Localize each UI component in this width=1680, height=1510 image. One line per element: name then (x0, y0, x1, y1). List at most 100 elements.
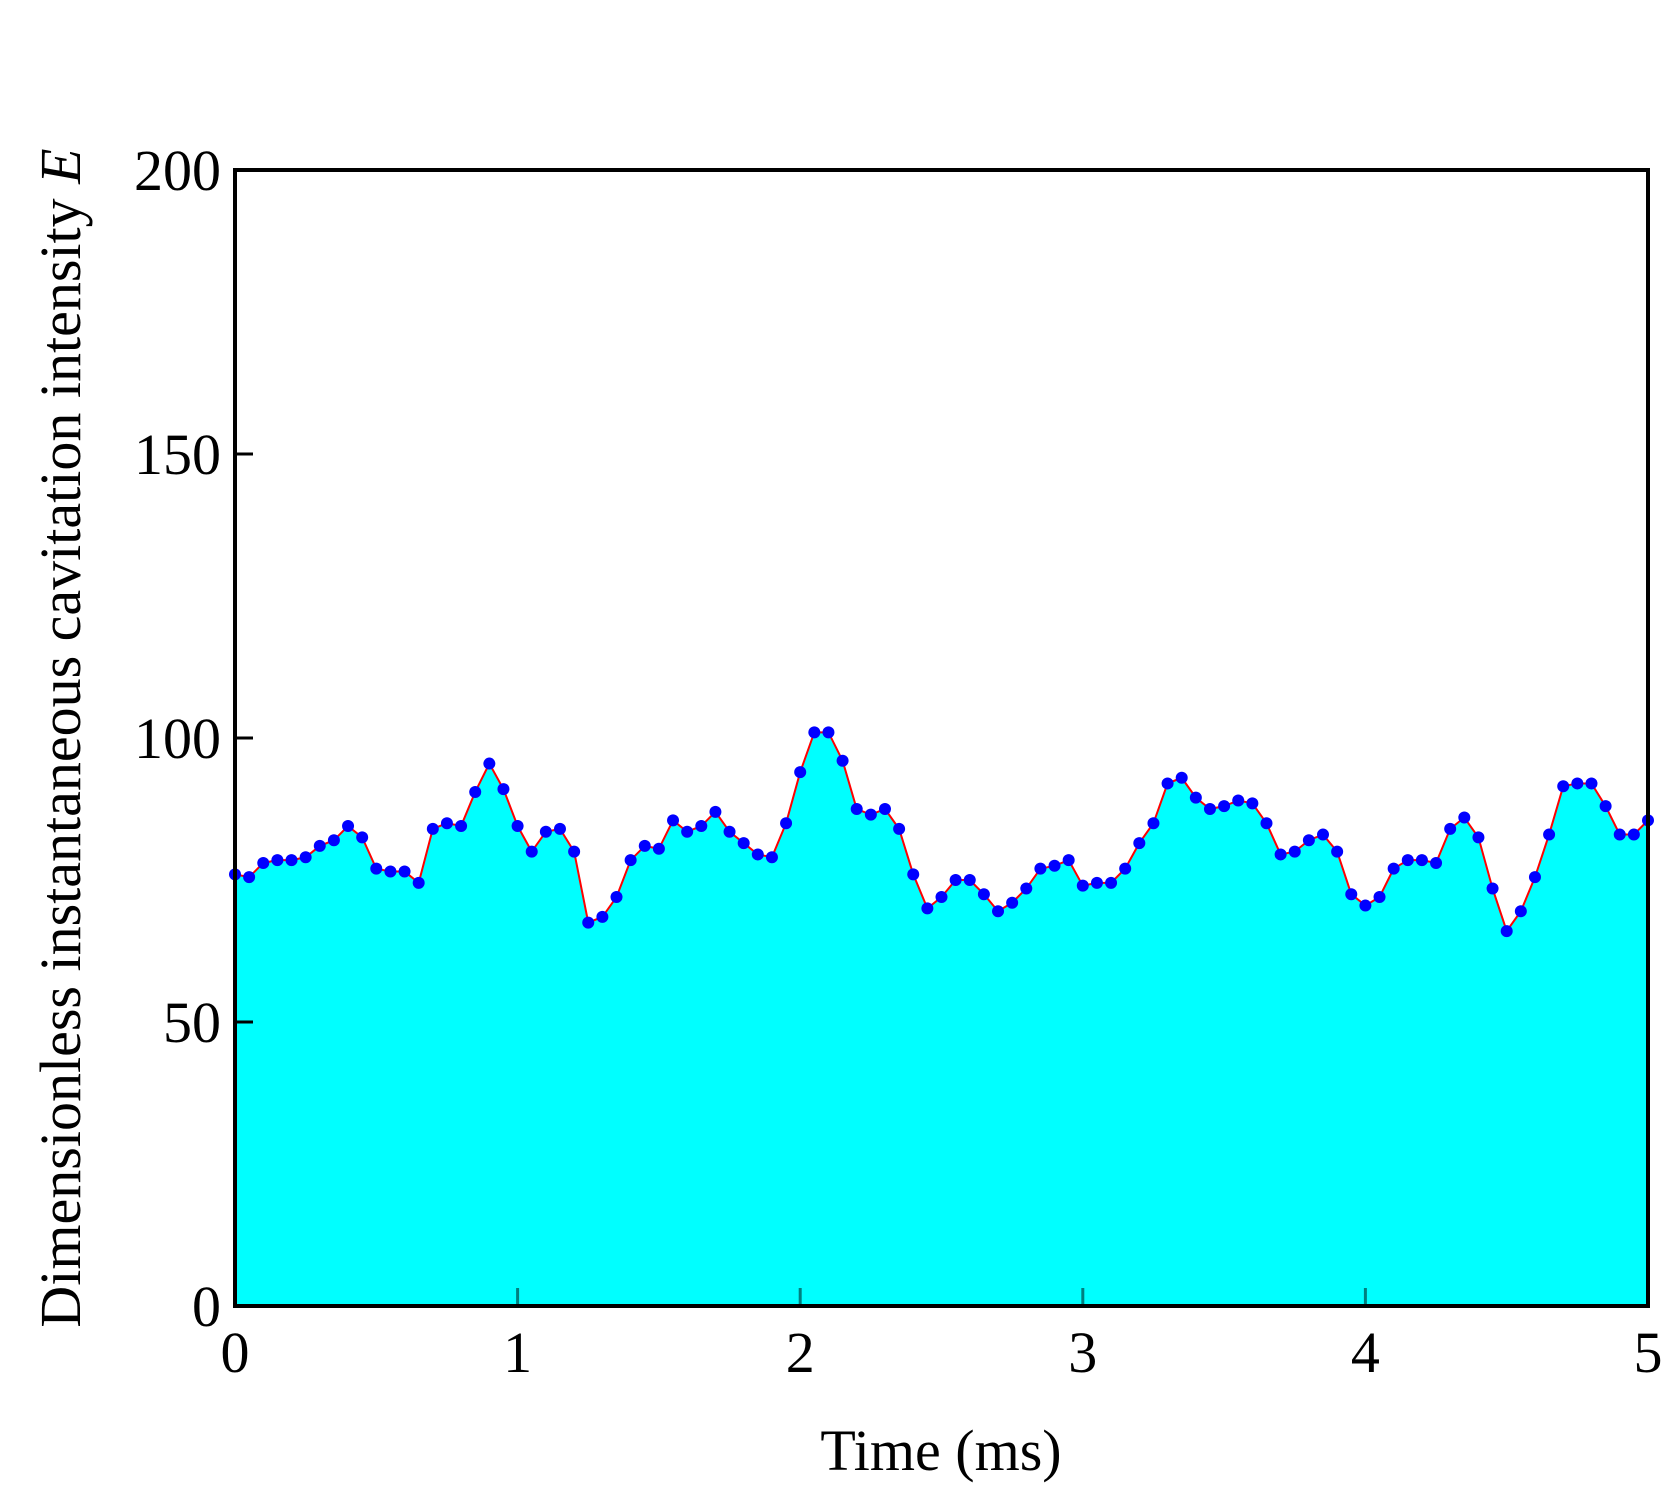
marker (1444, 822, 1457, 835)
marker (1430, 856, 1443, 869)
marker (638, 839, 651, 852)
marker (384, 865, 397, 878)
marker (1599, 800, 1612, 813)
y-axis-label: Dimensionless instantaneous cavitation i… (28, 148, 93, 1327)
marker (1345, 888, 1358, 901)
marker (483, 757, 496, 770)
x-tick-label: 5 (1634, 1320, 1663, 1385)
marker (1486, 882, 1499, 895)
x-axis-label: Time (ms) (820, 1418, 1061, 1483)
marker (992, 905, 1005, 918)
y-axis-label-variable: E (28, 148, 93, 184)
marker (1274, 848, 1287, 861)
marker (1557, 780, 1570, 793)
y-tick-label: 0 (192, 1274, 221, 1339)
marker (765, 851, 778, 864)
marker (1302, 834, 1315, 847)
marker (455, 820, 468, 833)
marker (370, 862, 383, 875)
marker (907, 868, 920, 881)
marker (935, 891, 948, 904)
marker (878, 803, 891, 815)
marker (1218, 800, 1231, 813)
marker (299, 851, 312, 864)
marker (596, 910, 609, 923)
marker (737, 837, 750, 850)
marker (1090, 876, 1103, 889)
marker (667, 814, 680, 827)
y-tick-label: 100 (134, 706, 221, 771)
y-axis-label-text: Dimensionless instantaneous cavitation i… (28, 198, 93, 1327)
marker (257, 856, 270, 869)
marker (1189, 791, 1202, 804)
marker (1203, 803, 1216, 815)
marker (525, 845, 538, 858)
marker (440, 817, 453, 830)
marker (539, 825, 552, 838)
y-tick-label: 200 (134, 138, 221, 203)
marker (1020, 882, 1033, 895)
marker (850, 803, 863, 815)
marker (1133, 837, 1146, 850)
marker (893, 822, 906, 835)
marker (1076, 879, 1089, 892)
marker (794, 766, 807, 779)
x-tick-label: 2 (786, 1320, 815, 1385)
y-tick-label: 150 (134, 422, 221, 487)
marker (412, 876, 425, 889)
x-tick-label: 4 (1351, 1320, 1380, 1385)
marker (1034, 862, 1047, 875)
marker (1528, 871, 1541, 884)
marker (1317, 828, 1330, 841)
marker (1514, 905, 1527, 918)
marker (723, 825, 736, 838)
marker (624, 854, 637, 867)
marker (243, 871, 256, 884)
marker (1062, 854, 1075, 867)
marker (949, 874, 962, 886)
marker (1500, 925, 1513, 938)
marker (1613, 828, 1626, 841)
marker (610, 891, 623, 904)
marker (1359, 899, 1372, 912)
marker (1401, 854, 1414, 867)
marker (469, 785, 482, 798)
marker (426, 822, 439, 835)
marker (568, 845, 581, 858)
marker (963, 874, 976, 886)
marker (497, 783, 510, 796)
marker (1119, 862, 1132, 875)
marker (582, 916, 595, 929)
marker (1571, 777, 1584, 790)
plot-frame (233, 168, 1650, 1308)
marker (511, 820, 524, 833)
marker (313, 839, 326, 852)
y-tick-label: 50 (163, 990, 221, 1055)
marker (1543, 828, 1556, 841)
marker (1415, 854, 1428, 867)
marker (1175, 771, 1188, 784)
marker (652, 842, 665, 855)
marker (1387, 862, 1400, 875)
marker (1048, 859, 1061, 872)
marker (751, 848, 764, 861)
marker (271, 854, 284, 867)
marker (327, 834, 340, 847)
marker (1006, 896, 1019, 909)
marker (681, 825, 694, 838)
marker (1260, 817, 1273, 830)
marker (1161, 777, 1174, 790)
marker (1627, 828, 1640, 841)
marker (1147, 817, 1160, 830)
marker (864, 808, 877, 821)
marker (695, 820, 708, 833)
marker (398, 865, 411, 878)
marker (822, 726, 835, 739)
marker (1232, 794, 1245, 807)
marker (342, 820, 355, 833)
marker (921, 902, 934, 915)
x-tick-label: 0 (221, 1320, 250, 1385)
marker (1585, 777, 1598, 790)
marker (1472, 831, 1485, 844)
